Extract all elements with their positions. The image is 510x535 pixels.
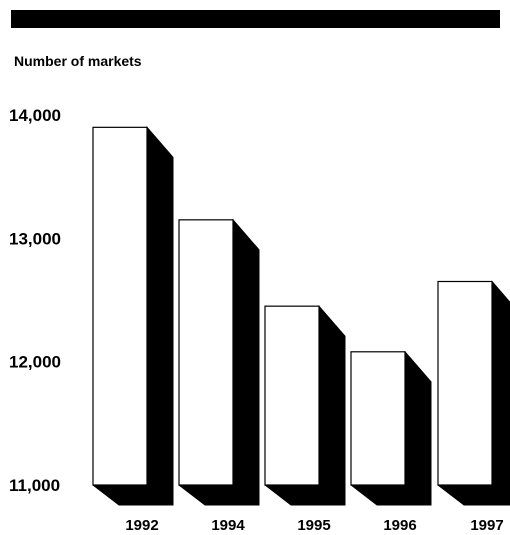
x-tick-label: 1994 (211, 517, 245, 534)
bar (264, 305, 346, 506)
y-axis-label: Number of markets (14, 53, 142, 69)
y-tick-label: 13,000 (9, 229, 61, 248)
bar-face (178, 219, 234, 486)
y-tick-label: 11,000 (9, 476, 60, 495)
bar (437, 280, 510, 506)
bar (178, 218, 260, 506)
bar-face (264, 305, 320, 486)
x-tick-label: 1995 (297, 517, 330, 534)
bar (92, 126, 174, 506)
y-tick-label: 12,000 (9, 353, 61, 372)
y-tick-label: 14,000 (9, 106, 61, 125)
bar (350, 350, 432, 506)
x-tick-label: 1997 (470, 517, 503, 534)
bar-face (350, 351, 406, 486)
x-tick-label: 1996 (383, 517, 416, 534)
header-bar (11, 10, 500, 28)
x-tick-label: 1992 (125, 517, 158, 534)
bar-face (437, 280, 493, 486)
bar-face (92, 126, 148, 486)
